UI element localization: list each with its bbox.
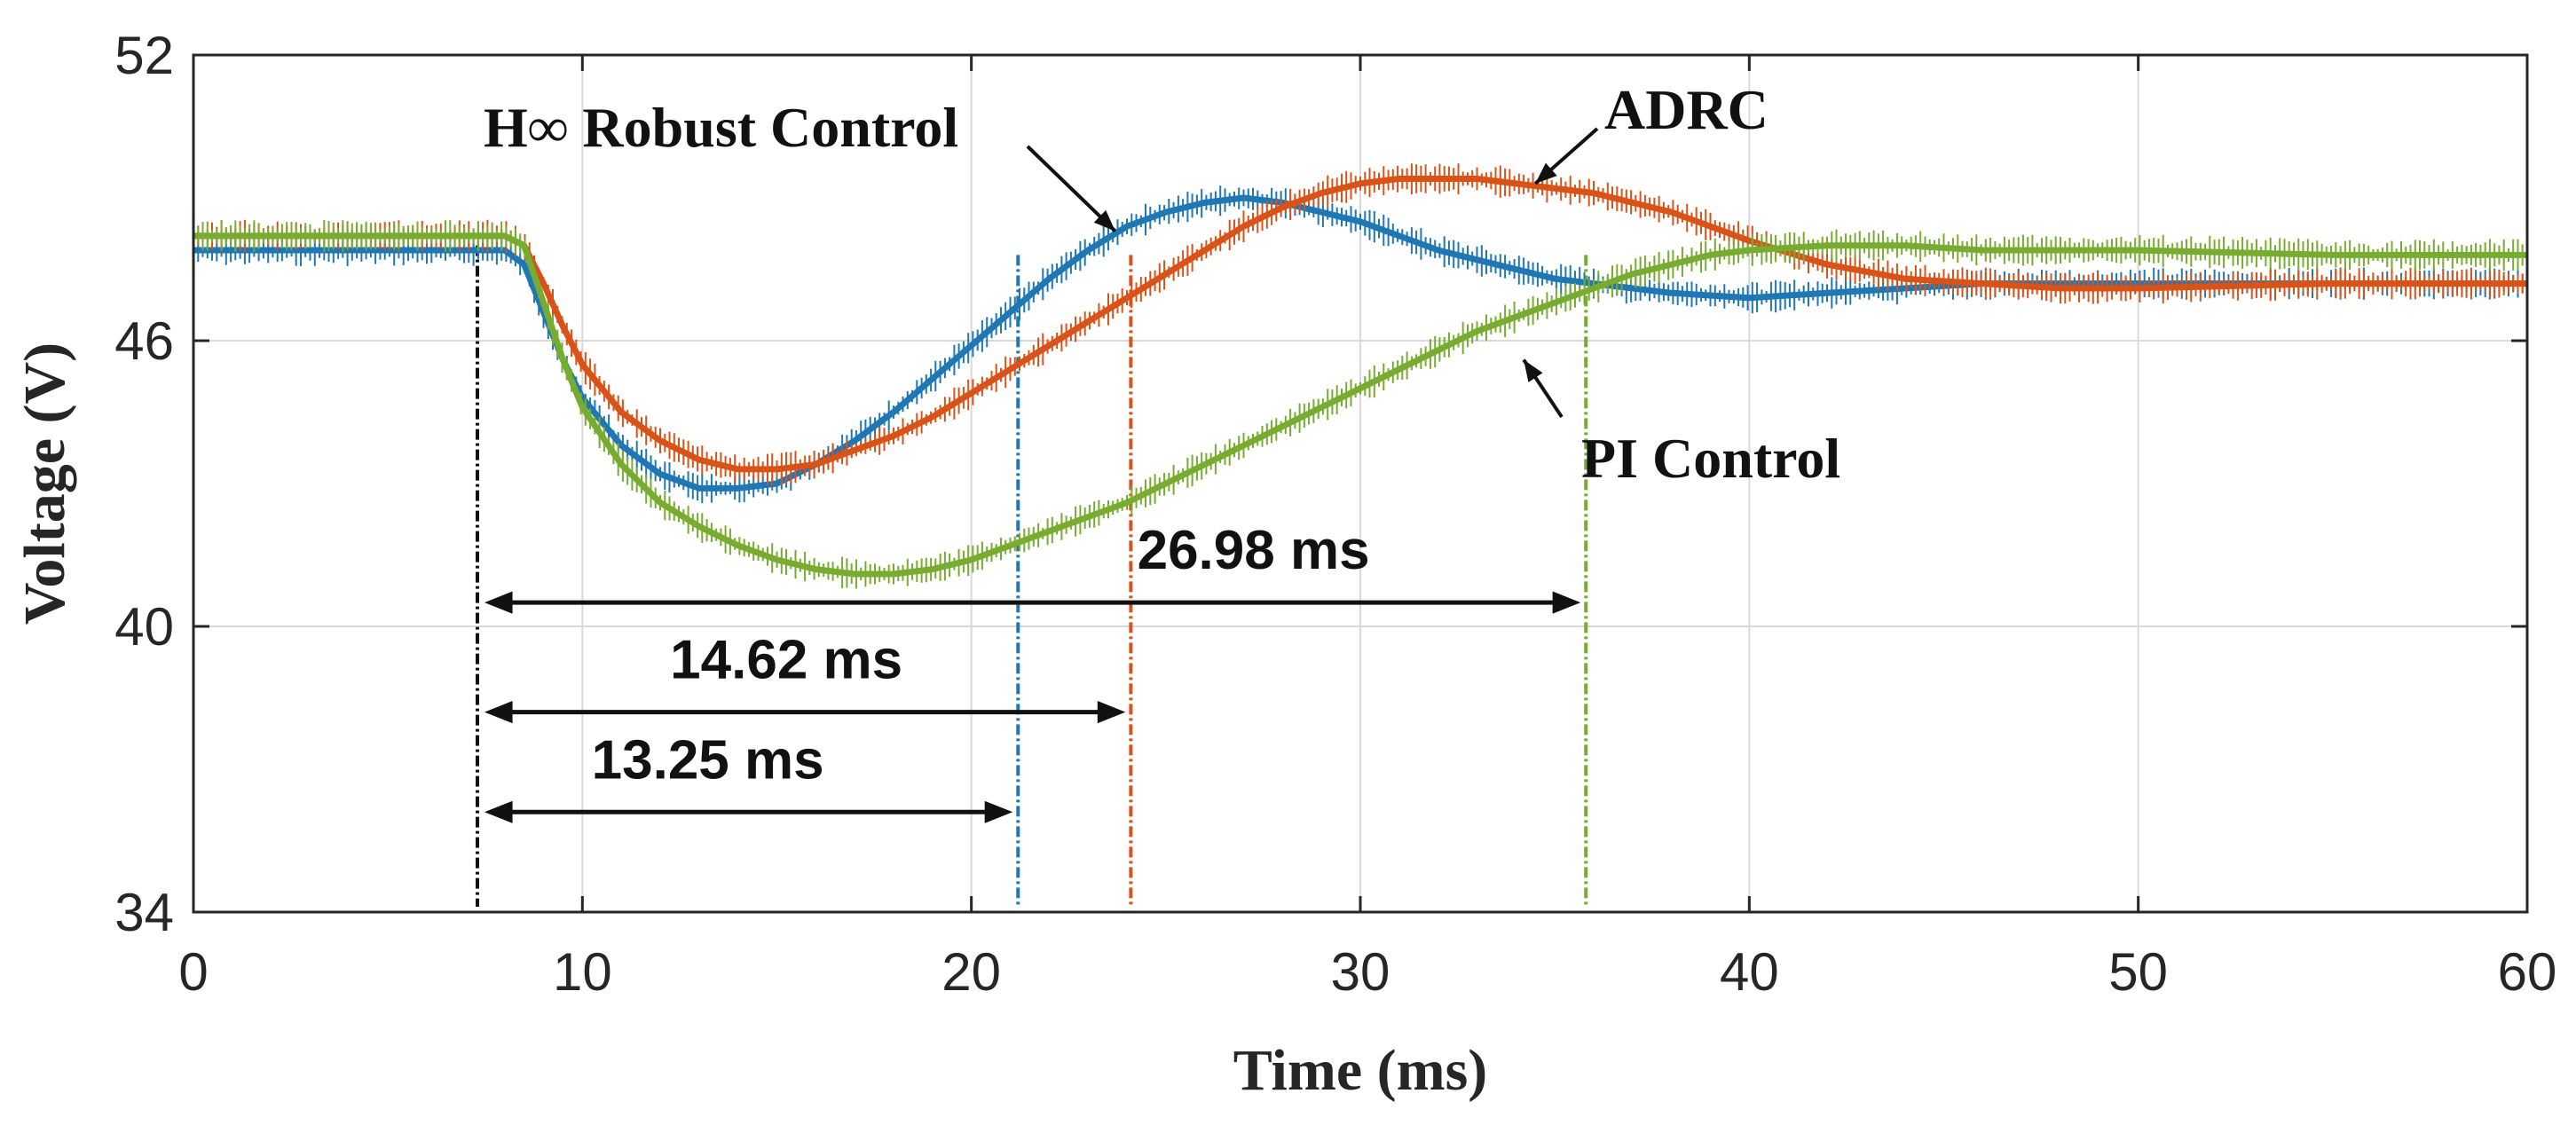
- interval-label-hinf: 13.25 ms: [592, 729, 824, 791]
- label-pi-control: PI Control: [1581, 427, 1840, 490]
- interval-arrowhead-left-0: [484, 591, 513, 614]
- interval-arrowhead-right-0: [1552, 591, 1581, 614]
- interval-label-adrc: 14.62 ms: [670, 630, 902, 691]
- series-line-2: [193, 232, 2527, 578]
- interval-arrowhead-right-1: [1097, 700, 1126, 724]
- annotations: [484, 127, 1599, 823]
- interval-arrowhead-left-2: [484, 800, 513, 823]
- axis-ticks: 0 10 20 30 40 50 60 34 40 46 52: [114, 26, 2556, 1002]
- x-tick-label-30: 30: [1331, 942, 1390, 1002]
- x-tick-label-10: 10: [553, 942, 612, 1002]
- y-tick-label-52: 52: [114, 26, 174, 85]
- settling-time-lines: [475, 245, 1588, 907]
- data-series: [193, 163, 2528, 589]
- y-tick-label-40: 40: [114, 597, 174, 657]
- annotation-arrowhead-2: [1524, 359, 1543, 382]
- x-tick-label-50: 50: [2108, 942, 2168, 1002]
- y-tick-label-34: 34: [114, 883, 174, 942]
- y-tick-label-46: 46: [114, 311, 174, 371]
- label-hinf-robust-control: H∞ Robust Control: [484, 96, 958, 159]
- x-tick-label-0: 0: [178, 942, 208, 1002]
- interval-arrowhead-right-2: [984, 800, 1013, 823]
- x-tick-label-40: 40: [1720, 942, 1779, 1002]
- annotation-arrowhead-0: [1093, 209, 1115, 232]
- annotation-arrowhead-1: [1535, 162, 1557, 184]
- x-tick-label-60: 60: [2498, 942, 2557, 1002]
- y-axis-title: Voltage (V): [12, 342, 77, 625]
- label-adrc: ADRC: [1604, 78, 1769, 141]
- series-pi: [193, 220, 2528, 589]
- interval-label-pi: 26.98 ms: [1138, 520, 1370, 581]
- x-axis-title: Time (ms): [1233, 1038, 1488, 1103]
- interval-arrowhead-left-1: [484, 700, 513, 724]
- x-tick-label-20: 20: [941, 942, 1001, 1002]
